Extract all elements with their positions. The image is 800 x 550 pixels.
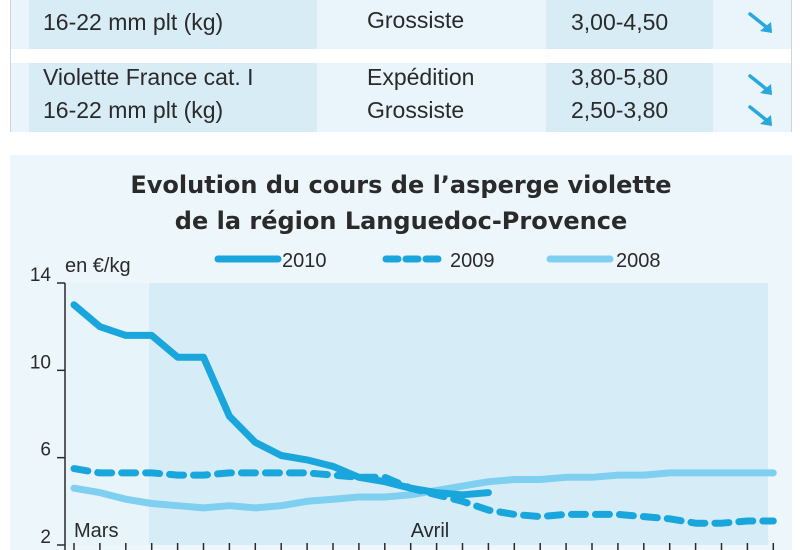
- series-line-2010: [70, 301, 492, 499]
- row2-product-line1: Violette France cat. I: [43, 64, 254, 90]
- row2-stage-line2: Grossiste: [367, 97, 465, 123]
- row2-product-line2: 16-22 mm plt (kg): [43, 97, 224, 123]
- y-axis-label: en €/kg: [65, 255, 131, 277]
- trend-down-arrow-icon: [748, 74, 772, 95]
- legend-label-2008: 2008: [616, 250, 661, 272]
- x-tick-label: Avril: [411, 520, 450, 542]
- trend-down-arrow-icon: [748, 12, 772, 33]
- row2-price-line1: 3,80-5,80: [571, 64, 669, 90]
- y-tick-label: 10: [30, 352, 51, 373]
- plot-area: [65, 283, 768, 545]
- x-tick-label: Mars: [74, 520, 118, 542]
- chart-panel: Evolution du cours de l’asperge violette…: [10, 155, 792, 550]
- chart-title-line2: de la région Languedoc-Provence: [174, 207, 628, 235]
- plot-area-shade: [65, 283, 149, 545]
- y-tick-label: 6: [40, 440, 51, 461]
- chart-title-line1: Evolution du cours de l’asperge violette: [130, 171, 672, 199]
- row1-stage-line2: Grossiste: [367, 7, 465, 33]
- row2-stage-line1: Expédition: [367, 64, 475, 90]
- legend-label-2009: 2009: [450, 250, 495, 272]
- price-table: 16-22 mm plt (kg) Grossiste 3,00-4,50 Vi…: [10, 0, 792, 132]
- row-separator: [11, 49, 791, 63]
- y-tick-label: 2: [40, 527, 51, 548]
- price-line-chart: 2 6 10 14 en €/kg Mars Avril 2010 2009 2008: [30, 250, 777, 550]
- row1-price-line2: 3,00-4,50: [571, 9, 669, 35]
- row2-price-line2: 2,50-3,80: [571, 97, 669, 123]
- y-tick-label: 14: [30, 265, 52, 286]
- product-column-band: [29, 0, 317, 132]
- legend-label-2010: 2010: [282, 250, 327, 272]
- trend-down-arrow-icon: [748, 105, 772, 126]
- price-column-band: [546, 0, 713, 132]
- row1-product-line2: 16-22 mm plt (kg): [43, 9, 224, 35]
